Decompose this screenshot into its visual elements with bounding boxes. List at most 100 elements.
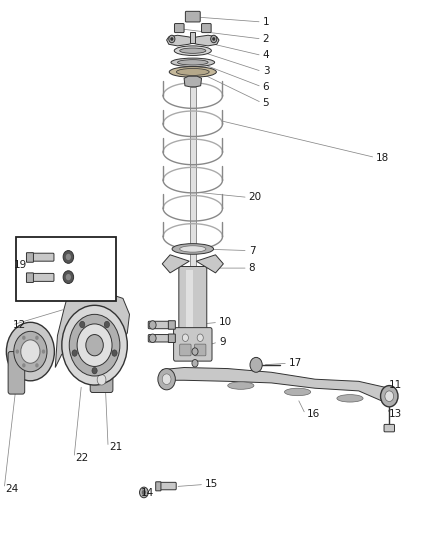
Bar: [16, 237, 117, 301]
Text: 12: 12: [13, 320, 26, 330]
FancyBboxPatch shape: [185, 11, 200, 22]
Text: 14: 14: [141, 489, 154, 498]
Ellipse shape: [174, 46, 212, 55]
FancyBboxPatch shape: [26, 253, 33, 262]
FancyBboxPatch shape: [148, 321, 172, 329]
Text: 19: 19: [14, 261, 27, 270]
Ellipse shape: [337, 394, 363, 402]
Circle shape: [385, 391, 394, 401]
FancyBboxPatch shape: [194, 344, 206, 356]
Circle shape: [63, 271, 74, 284]
Ellipse shape: [285, 388, 311, 395]
Text: 21: 21: [109, 442, 122, 452]
FancyBboxPatch shape: [157, 482, 176, 490]
FancyBboxPatch shape: [168, 321, 175, 329]
Circle shape: [14, 332, 47, 372]
Circle shape: [212, 37, 215, 41]
FancyBboxPatch shape: [8, 352, 25, 394]
FancyBboxPatch shape: [30, 253, 54, 261]
Circle shape: [80, 321, 85, 328]
FancyBboxPatch shape: [186, 270, 193, 330]
Text: 22: 22: [75, 453, 88, 463]
Ellipse shape: [169, 67, 216, 77]
Ellipse shape: [172, 244, 214, 254]
Text: 18: 18: [376, 152, 389, 163]
Text: 15: 15: [205, 480, 218, 489]
Circle shape: [140, 487, 148, 498]
FancyBboxPatch shape: [90, 367, 113, 392]
Text: 6: 6: [263, 82, 269, 92]
Text: 3: 3: [263, 67, 269, 76]
Polygon shape: [184, 76, 201, 87]
FancyBboxPatch shape: [201, 23, 211, 33]
Circle shape: [142, 490, 146, 495]
Circle shape: [86, 335, 103, 356]
Circle shape: [381, 385, 398, 407]
Ellipse shape: [180, 48, 206, 53]
Circle shape: [149, 334, 156, 343]
FancyBboxPatch shape: [190, 87, 196, 288]
Text: 1: 1: [263, 17, 269, 27]
Circle shape: [170, 37, 173, 41]
FancyBboxPatch shape: [179, 266, 207, 334]
Circle shape: [35, 336, 39, 340]
Text: 11: 11: [389, 379, 403, 390]
Text: 24: 24: [5, 484, 18, 494]
Circle shape: [112, 350, 117, 356]
Circle shape: [104, 321, 110, 328]
FancyBboxPatch shape: [30, 273, 54, 281]
Circle shape: [22, 336, 25, 340]
Text: 9: 9: [219, 337, 226, 347]
Polygon shape: [95, 352, 117, 381]
Text: 13: 13: [389, 409, 403, 419]
Text: 16: 16: [306, 409, 320, 419]
Circle shape: [149, 321, 156, 329]
Ellipse shape: [228, 382, 254, 389]
Text: 8: 8: [249, 263, 255, 273]
Circle shape: [42, 350, 45, 354]
Polygon shape: [196, 255, 223, 273]
Circle shape: [192, 348, 198, 356]
FancyBboxPatch shape: [190, 31, 195, 43]
Circle shape: [66, 254, 71, 260]
Text: 17: 17: [289, 358, 302, 368]
Circle shape: [62, 305, 127, 385]
Circle shape: [72, 350, 77, 356]
Circle shape: [97, 374, 106, 385]
Circle shape: [77, 324, 112, 367]
Polygon shape: [162, 368, 389, 404]
Circle shape: [63, 251, 74, 263]
Text: 4: 4: [263, 51, 269, 60]
FancyBboxPatch shape: [384, 424, 395, 432]
Text: 20: 20: [249, 192, 262, 203]
Circle shape: [211, 35, 217, 43]
Circle shape: [69, 314, 120, 376]
Circle shape: [92, 368, 97, 374]
Circle shape: [162, 374, 171, 384]
Text: 10: 10: [219, 317, 232, 327]
Ellipse shape: [177, 68, 209, 75]
Ellipse shape: [180, 246, 206, 252]
Polygon shape: [162, 255, 189, 273]
Circle shape: [250, 358, 262, 372]
Circle shape: [197, 334, 203, 342]
FancyBboxPatch shape: [180, 344, 191, 356]
Ellipse shape: [177, 60, 208, 65]
Text: 5: 5: [263, 98, 269, 108]
Circle shape: [22, 364, 25, 367]
FancyBboxPatch shape: [155, 482, 161, 491]
Polygon shape: [55, 289, 130, 368]
FancyBboxPatch shape: [148, 335, 172, 342]
Text: 7: 7: [249, 246, 255, 255]
Circle shape: [15, 350, 19, 354]
Circle shape: [158, 368, 175, 390]
FancyBboxPatch shape: [174, 23, 184, 33]
Circle shape: [66, 274, 71, 280]
Circle shape: [182, 334, 188, 342]
Polygon shape: [166, 35, 219, 46]
FancyBboxPatch shape: [173, 328, 212, 361]
Ellipse shape: [171, 58, 215, 67]
Circle shape: [169, 35, 175, 43]
Circle shape: [21, 340, 40, 364]
FancyBboxPatch shape: [26, 273, 33, 282]
